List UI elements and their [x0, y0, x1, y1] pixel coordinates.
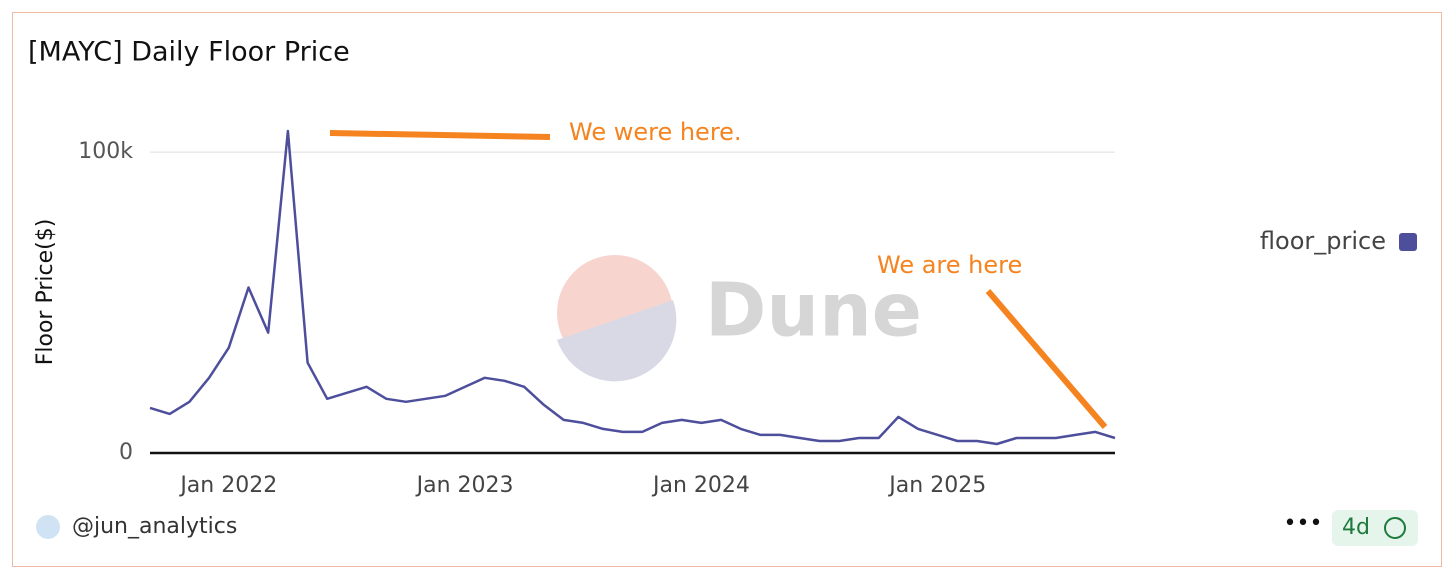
- arrow: [329, 130, 551, 140]
- chart-title: [MAYC] Daily Floor Price: [28, 37, 350, 68]
- x-tick-label: Jan 2023: [415, 473, 514, 498]
- y-tick-label: 100k: [78, 139, 133, 164]
- card: [12, 12, 1442, 567]
- watermark: Dune: [705, 268, 922, 354]
- menu[interactable]: •••: [1284, 511, 1323, 536]
- x-tick-label: Jan 2025: [887, 473, 986, 498]
- y-axis-label: Floor Price($): [33, 219, 58, 366]
- logo: [557, 300, 677, 382]
- line: [149, 129, 1116, 446]
- verified-icon: [1384, 517, 1406, 539]
- author[interactable]: @jun_analytics: [72, 514, 237, 539]
- legend-label: floor_price: [1260, 227, 1386, 255]
- arrow: [985, 289, 1108, 429]
- y-tick-label: 0: [119, 440, 133, 465]
- avatar: [36, 515, 60, 539]
- x-tick-label: Jan 2024: [651, 473, 750, 498]
- annotation: We were here.: [569, 118, 742, 146]
- age: 4d: [1342, 515, 1370, 540]
- annotation: We are here: [877, 251, 1022, 279]
- legend-swatch: [1399, 233, 1417, 251]
- x-tick-label: Jan 2022: [178, 473, 277, 498]
